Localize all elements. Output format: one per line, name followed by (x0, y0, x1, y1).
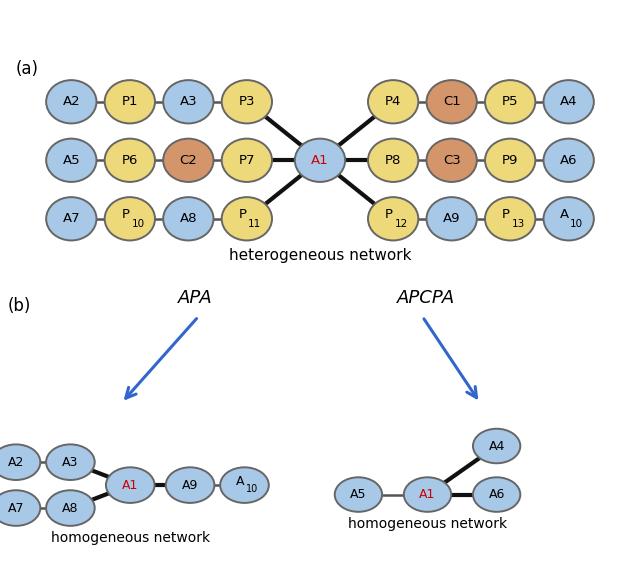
Ellipse shape (426, 80, 477, 124)
Text: homogeneous network: homogeneous network (348, 517, 507, 531)
Text: APA: APA (178, 289, 212, 307)
Text: A4: A4 (560, 96, 577, 108)
Text: P: P (502, 209, 509, 221)
Ellipse shape (105, 197, 155, 241)
Ellipse shape (368, 197, 419, 241)
Ellipse shape (163, 80, 214, 124)
Text: 11: 11 (248, 219, 262, 229)
Ellipse shape (485, 139, 535, 182)
Text: A: A (236, 475, 244, 488)
Ellipse shape (46, 139, 97, 182)
Ellipse shape (46, 197, 97, 241)
Ellipse shape (473, 429, 520, 463)
Ellipse shape (163, 139, 214, 182)
Text: A8: A8 (62, 501, 79, 515)
Ellipse shape (220, 468, 269, 503)
Ellipse shape (426, 139, 477, 182)
Ellipse shape (543, 139, 594, 182)
Ellipse shape (46, 445, 95, 480)
Ellipse shape (368, 80, 419, 124)
Ellipse shape (485, 80, 535, 124)
Ellipse shape (335, 477, 382, 512)
Ellipse shape (404, 477, 451, 512)
Text: A7: A7 (8, 501, 24, 515)
Text: (b): (b) (8, 297, 31, 315)
Text: A: A (559, 209, 569, 221)
Text: A2: A2 (8, 456, 24, 469)
Ellipse shape (368, 139, 419, 182)
Text: A6: A6 (488, 488, 505, 501)
Text: A1: A1 (419, 488, 436, 501)
Text: homogeneous network: homogeneous network (51, 531, 210, 545)
Ellipse shape (221, 139, 272, 182)
Ellipse shape (543, 197, 594, 241)
Ellipse shape (221, 80, 272, 124)
Text: P9: P9 (502, 154, 518, 167)
Text: A4: A4 (488, 439, 505, 452)
Text: P7: P7 (239, 154, 255, 167)
Text: A5: A5 (63, 154, 80, 167)
Text: A6: A6 (560, 154, 577, 167)
Ellipse shape (46, 490, 95, 526)
Text: P5: P5 (502, 96, 518, 108)
Text: A3: A3 (62, 456, 79, 469)
Text: C1: C1 (443, 96, 461, 108)
Text: 10: 10 (246, 484, 259, 494)
Ellipse shape (46, 80, 97, 124)
Text: P: P (238, 209, 246, 221)
Ellipse shape (221, 197, 272, 241)
Ellipse shape (166, 468, 214, 503)
Text: APCPA: APCPA (396, 289, 455, 307)
Text: A1: A1 (122, 479, 138, 492)
Text: A8: A8 (180, 212, 197, 225)
Text: P: P (385, 209, 392, 221)
Text: 12: 12 (395, 219, 408, 229)
Text: A7: A7 (63, 212, 80, 225)
Ellipse shape (105, 139, 155, 182)
Text: A1: A1 (311, 154, 329, 167)
Text: C3: C3 (443, 154, 461, 167)
Ellipse shape (0, 490, 40, 526)
Text: P3: P3 (239, 96, 255, 108)
Ellipse shape (106, 468, 155, 503)
Text: C2: C2 (179, 154, 197, 167)
Text: P1: P1 (122, 96, 138, 108)
Text: 13: 13 (511, 219, 525, 229)
Text: P6: P6 (122, 154, 138, 167)
Text: A3: A3 (180, 96, 197, 108)
Ellipse shape (163, 197, 214, 241)
Text: A9: A9 (182, 479, 198, 492)
Ellipse shape (543, 80, 594, 124)
Ellipse shape (485, 197, 535, 241)
Text: A2: A2 (63, 96, 80, 108)
Ellipse shape (105, 80, 155, 124)
Text: 10: 10 (570, 219, 583, 229)
Text: A5: A5 (350, 488, 367, 501)
Ellipse shape (295, 139, 345, 182)
Text: P: P (122, 209, 129, 221)
Text: P4: P4 (385, 96, 401, 108)
Text: P8: P8 (385, 154, 401, 167)
Ellipse shape (426, 197, 477, 241)
Text: (a): (a) (16, 60, 39, 78)
Text: heterogeneous network: heterogeneous network (228, 248, 412, 262)
Ellipse shape (0, 445, 40, 480)
Ellipse shape (473, 477, 520, 512)
Text: A9: A9 (443, 212, 460, 225)
Text: 10: 10 (131, 219, 145, 229)
